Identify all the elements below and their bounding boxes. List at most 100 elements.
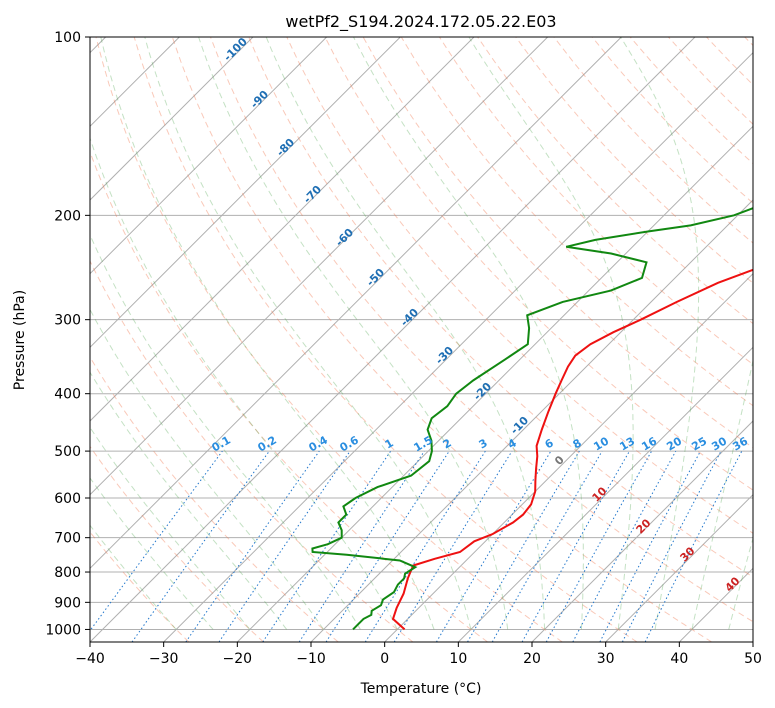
isotherm-line: [384, 272, 753, 642]
dry-adiabat-label: -20: [471, 380, 494, 403]
x-tick-label: 20: [523, 651, 541, 667]
background-lines: [90, 37, 775, 642]
isotherm-line: [90, 37, 549, 496]
isotherm-line: [90, 37, 696, 642]
isotherm-line: [163, 51, 753, 642]
y-tick-label: 200: [54, 208, 81, 224]
mixing-ratio-line: [218, 450, 351, 642]
moist-adiabat-line: [766, 37, 775, 629]
y-tick-label: 900: [54, 595, 81, 611]
moist-adiabat-line: [90, 136, 398, 630]
chart-title: wetPf2_S194.2024.172.05.22.E03: [285, 12, 556, 32]
dry-adiabat-line: [90, 531, 190, 642]
isotherm-line: [90, 37, 401, 349]
mixing-ratio-label: 25: [689, 435, 709, 454]
moist-adiabat-line: [90, 426, 251, 630]
dry-adiabat-line: [515, 37, 753, 284]
dry-adiabat-label: -60: [333, 226, 356, 249]
mixing-ratio-line: [325, 450, 450, 642]
dry-adiabat-label: -10: [508, 414, 531, 437]
isotherm-line: [90, 37, 254, 201]
y-tick-label: 800: [54, 565, 81, 581]
dry-adiabat-line: [90, 356, 339, 642]
mixing-ratio-line: [644, 450, 743, 642]
dry-adiabat-label: -70: [301, 183, 324, 206]
dry-adiabat-line: [171, 37, 712, 642]
mixing-ratio-label: 2: [441, 436, 454, 451]
x-axis-label: Temperature (°C): [360, 681, 482, 697]
moist-adiabat-line: [468, 37, 634, 630]
dry-adiabat-line: [324, 37, 753, 491]
mixing-ratio-line: [572, 450, 677, 642]
y-tick-label: 100: [54, 30, 81, 46]
dry-adiabat-line: [553, 37, 753, 244]
dry-adiabat-line: [706, 37, 753, 86]
dry-adiabat-label: 40: [723, 574, 743, 594]
moist-adiabat-line: [353, 37, 584, 630]
moist-adiabat-line: [90, 477, 214, 630]
x-tick-label: 50: [744, 651, 762, 667]
isotherm-line: [457, 346, 753, 642]
x-tick-label: 0: [380, 651, 389, 667]
dry-adiabat-line: [90, 445, 264, 642]
mixing-ratio-label: 6: [543, 436, 556, 451]
x-tick-label: 10: [449, 651, 467, 667]
isotherm-line: [90, 37, 328, 275]
isotherm-line: [90, 37, 475, 422]
x-tick-label: −20: [223, 651, 253, 667]
dry-adiabat-line: [210, 37, 753, 623]
moist-adiabat-line: [620, 37, 700, 630]
mixing-ratio-label: 8: [571, 436, 584, 451]
dry-adiabat-label: 30: [678, 544, 698, 564]
plot-frame: [89, 36, 754, 643]
dry-adiabat-label: -90: [248, 88, 271, 111]
isotherm-line: [236, 125, 753, 642]
mixing-ratio-label: 3: [477, 436, 490, 451]
moist-adiabat-line: [90, 524, 177, 630]
moist-adiabat-line: [90, 233, 361, 630]
temperature-profile-line: [391, 268, 753, 631]
dry-adiabat-line: [90, 150, 488, 642]
dry-adiabat-line: [286, 37, 753, 534]
isotherm-line: [90, 37, 622, 570]
y-axis-label: Pressure (hPa): [12, 290, 28, 390]
isotherm-line: [531, 420, 753, 642]
mixing-ratio-label: 20: [664, 434, 684, 453]
mixing-ratio-label: 16: [639, 434, 659, 453]
series-lines: [311, 207, 753, 631]
mixing-ratio-label: 4: [506, 436, 519, 451]
isotherm-line: [605, 493, 753, 642]
y-axis-ticks: 100 200 300 400 500 600 700 800 900 1000: [45, 30, 90, 638]
moist-adiabat-line: [90, 308, 325, 630]
mixing-ratio-line: [545, 450, 653, 642]
dry-adiabat-line: [133, 37, 638, 642]
mixing-ratio-line: [131, 450, 270, 642]
x-tick-label: −40: [75, 651, 105, 667]
dry-adiabat-label: -50: [364, 266, 387, 289]
dry-adiabat-label: 10: [590, 484, 610, 504]
moist-adiabat-line: [265, 37, 546, 630]
dry-adiabat-label: 0: [552, 453, 567, 468]
dry-adiabat-label: -40: [398, 306, 421, 329]
isotherm-line: [310, 199, 753, 642]
reference-labels: -100-90-80-70-60-50-40-30-20-10010203040…: [210, 35, 751, 595]
y-tick-label: 400: [54, 387, 81, 403]
isotherm-line: [752, 641, 753, 642]
dry-adiabat-label: -100: [221, 35, 250, 64]
mixing-ratio-line: [521, 450, 630, 642]
dry-adiabat-label: -30: [433, 344, 456, 367]
y-tick-label: 500: [54, 444, 81, 460]
mixing-ratio-line: [393, 450, 513, 642]
moist-adiabat-line: [691, 358, 753, 630]
mixing-ratio-label: 30: [709, 434, 729, 453]
moist-adiabat-line: [728, 536, 753, 630]
y-tick-label: 700: [54, 531, 81, 547]
mixing-ratio-line: [298, 450, 425, 642]
moist-adiabat-line: [100, 37, 435, 630]
x-tick-label: −10: [296, 651, 326, 667]
dry-adiabat-line: [90, 259, 414, 642]
mixing-ratio-line: [185, 450, 320, 642]
dry-adiabat-line: [95, 37, 563, 642]
y-tick-label: 300: [54, 313, 81, 329]
